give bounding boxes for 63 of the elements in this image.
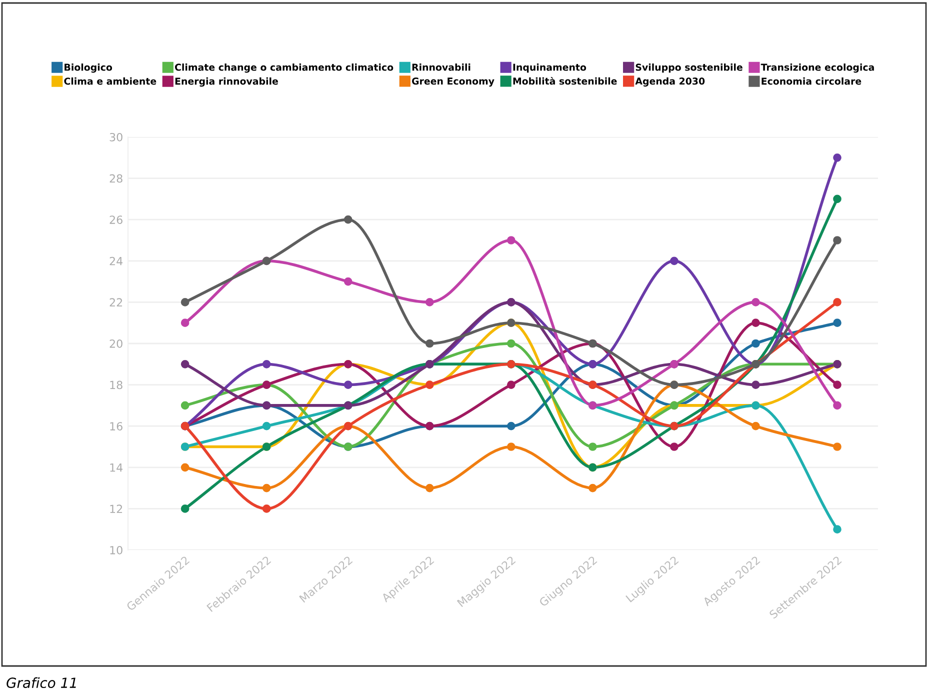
point <box>833 153 842 162</box>
y-tick-label: 18 <box>110 380 122 390</box>
legend-label: Sviluppo sostenibile <box>636 64 742 73</box>
point <box>833 525 842 534</box>
point <box>180 298 190 306</box>
point <box>262 360 271 368</box>
point <box>262 504 271 513</box>
point <box>833 236 842 244</box>
legend-label: Rinnovabili <box>412 64 470 71</box>
y-tick-label: 22 <box>110 298 122 306</box>
y-tick-label: 20 <box>110 339 122 348</box>
point <box>506 442 516 451</box>
legend-label: Climate change o cambiamento climatico <box>174 64 394 73</box>
y-tick-label: 28 <box>110 174 122 183</box>
point <box>506 380 516 389</box>
point <box>180 463 190 472</box>
point <box>833 401 842 410</box>
point <box>425 484 434 492</box>
y-tick-label: 30 <box>110 132 122 142</box>
point <box>262 484 271 492</box>
point <box>833 380 842 389</box>
y-tick-label: 10 <box>110 546 122 554</box>
point <box>506 236 516 244</box>
text: Grafico 11 <box>6 677 76 688</box>
point <box>588 442 597 451</box>
point <box>833 442 842 451</box>
point <box>180 318 190 328</box>
point <box>588 484 597 492</box>
point <box>344 215 352 224</box>
legend-label: Energia rinnovabile <box>175 77 278 87</box>
point <box>506 422 516 430</box>
point <box>752 298 760 306</box>
y-tick-label: 14 <box>110 464 123 472</box>
y-tick-label: 12 <box>110 504 122 513</box>
point <box>425 339 434 348</box>
point <box>180 360 190 368</box>
point <box>752 380 760 389</box>
point <box>833 298 842 306</box>
legend-label: Agenda 2030 <box>635 77 705 87</box>
point <box>344 277 352 286</box>
point <box>262 422 271 430</box>
legend-label: Clima e ambiente <box>64 77 156 85</box>
y-tick-label: 26 <box>110 216 122 224</box>
point <box>425 298 434 306</box>
point <box>180 504 190 513</box>
legend-label: Inquinamento <box>513 64 586 73</box>
y-tick-label: 24 <box>110 256 123 266</box>
point <box>833 318 842 328</box>
legend-label: Biologico <box>64 64 112 73</box>
legend-label: Transizione ecologica <box>760 64 874 73</box>
point <box>670 442 678 451</box>
point <box>344 380 352 389</box>
point <box>752 339 760 348</box>
legend-label: Economia circolare <box>762 77 862 85</box>
point <box>180 401 190 410</box>
point <box>752 318 760 328</box>
point <box>670 256 678 266</box>
legend-label: Mobilità sostenibile <box>513 76 617 85</box>
y-tick-label: 16 <box>110 422 122 430</box>
point <box>833 194 842 204</box>
point <box>752 422 760 430</box>
legend-label: Green Economy <box>412 78 494 87</box>
point <box>506 339 516 348</box>
